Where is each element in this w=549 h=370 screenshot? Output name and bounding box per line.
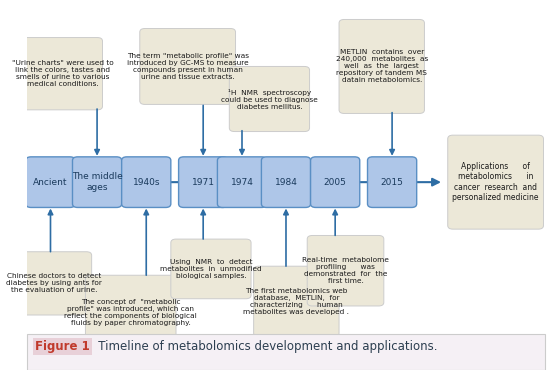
FancyBboxPatch shape: [217, 157, 267, 208]
FancyBboxPatch shape: [254, 266, 339, 337]
Text: Using  NMR  to  detect
metabolites  in  unmodified
biological samples.: Using NMR to detect metabolites in unmod…: [160, 259, 262, 279]
Text: 1974: 1974: [231, 178, 254, 186]
FancyBboxPatch shape: [140, 28, 236, 104]
Text: METLIN  contains  over
240,000  metabolites  as
well  as  the  largest
repositor: METLIN contains over 240,000 metabolites…: [335, 50, 428, 84]
Text: The concept of  "metabolic
profile" was introduced, which can
reflect the compon: The concept of "metabolic profile" was i…: [64, 299, 197, 326]
Text: ¹H  NMR  spectroscopy
could be used to diagnose
diabetes mellitus.: ¹H NMR spectroscopy could be used to dia…: [221, 88, 318, 110]
FancyBboxPatch shape: [16, 252, 92, 315]
FancyBboxPatch shape: [448, 135, 544, 229]
FancyBboxPatch shape: [86, 275, 176, 349]
Text: Figure 1: Figure 1: [35, 340, 89, 353]
Text: 1984: 1984: [274, 178, 298, 186]
FancyBboxPatch shape: [72, 157, 122, 208]
Text: The first metabolomics web
database,  METLIN,  for
characterizing      human
met: The first metabolomics web database, MET…: [243, 288, 349, 315]
Text: 2005: 2005: [324, 178, 346, 186]
FancyBboxPatch shape: [178, 157, 228, 208]
FancyBboxPatch shape: [339, 20, 424, 114]
FancyBboxPatch shape: [23, 37, 103, 110]
Text: Chinese doctors to detect
diabetes by using ants for
the evaluation of urine.: Chinese doctors to detect diabetes by us…: [6, 273, 102, 293]
Text: Timeline of metabolomics development and applications.: Timeline of metabolomics development and…: [87, 340, 437, 353]
Text: 1940s: 1940s: [132, 178, 160, 186]
Text: 1971: 1971: [192, 178, 215, 186]
Text: The middle
ages: The middle ages: [72, 172, 122, 192]
FancyBboxPatch shape: [311, 157, 360, 208]
FancyBboxPatch shape: [307, 235, 384, 306]
FancyBboxPatch shape: [261, 157, 311, 208]
FancyBboxPatch shape: [229, 67, 310, 132]
Text: "Urine charts" were used to
link the colors, tastes and
smells of urine to vario: "Urine charts" were used to link the col…: [12, 60, 113, 87]
FancyBboxPatch shape: [367, 157, 417, 208]
Text: Ancient: Ancient: [33, 178, 68, 186]
FancyBboxPatch shape: [171, 239, 251, 299]
Text: Real-time  metabolome
profiling      was
demonstrated  for  the
first time.: Real-time metabolome profiling was demon…: [302, 257, 389, 284]
Bar: [27, 334, 545, 370]
Text: Applications      of
metabolomics      in
cancer  research  and
personalized med: Applications of metabolomics in cancer r…: [452, 162, 539, 202]
FancyBboxPatch shape: [26, 157, 75, 208]
FancyBboxPatch shape: [122, 157, 171, 208]
Text: The term "metabolic profile" was
introduced by GC-MS to measure
compounds presen: The term "metabolic profile" was introdu…: [127, 53, 249, 80]
Text: 2015: 2015: [380, 178, 404, 186]
